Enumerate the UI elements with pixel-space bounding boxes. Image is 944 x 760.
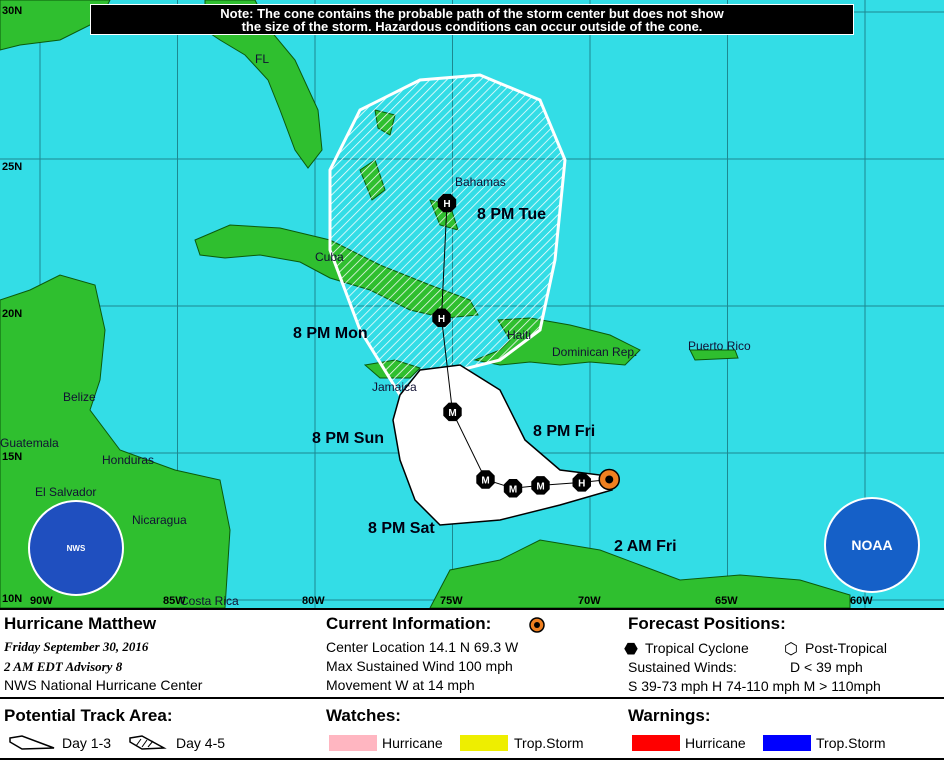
wind-d: D < 39 mph xyxy=(790,659,863,675)
forecast-point-M: M xyxy=(476,470,495,489)
svg-text:H: H xyxy=(438,314,445,325)
trop-storm-watch-label: Trop.Storm xyxy=(514,735,584,751)
place-label: FL xyxy=(255,52,270,66)
max-wind: Max Sustained Wind 100 mph xyxy=(326,658,513,674)
storm-name: Hurricane Matthew xyxy=(4,614,157,633)
watches-title: Watches: xyxy=(326,706,401,725)
track-label-sun: 8 PM Sun xyxy=(312,430,385,447)
place-label: Puerto Rico xyxy=(688,339,751,353)
land-puerto-rico xyxy=(689,349,739,361)
lon-label: 60W xyxy=(850,595,873,607)
lon-label: 90W xyxy=(30,595,53,607)
lon-label: 85W xyxy=(163,595,186,607)
place-label: Nicaragua xyxy=(132,513,187,527)
hurricane-warning-label: Hurricane xyxy=(685,735,746,751)
lon-label: 70W xyxy=(578,595,601,607)
land-us-gulf xyxy=(0,0,111,51)
place-label: Haiti xyxy=(507,328,532,342)
advisory-date: Friday September 30, 2016 xyxy=(4,639,149,654)
place-label: Belize xyxy=(63,390,96,404)
trop-storm-warning-swatch xyxy=(763,735,811,751)
track-label-fri: 8 PM Fri xyxy=(533,423,596,440)
hurricane-watch-label: Hurricane xyxy=(382,735,443,751)
post-tropical-icon: ⬡ xyxy=(784,641,798,658)
wind-shm: S 39-73 mph H 74-110 mph M > 110mph xyxy=(628,678,881,694)
forecast-point-H: H xyxy=(432,308,451,327)
sustained-winds-label: Sustained Winds: xyxy=(628,659,737,675)
forecast-point-M: M xyxy=(443,402,462,422)
forecast-point-M: M xyxy=(531,476,550,495)
svg-text:H: H xyxy=(578,478,585,489)
current-position-marker xyxy=(598,468,620,491)
legend-bottom-border xyxy=(0,758,944,760)
tropical-cyclone-icon: ⬣ xyxy=(624,641,638,658)
legend-divider xyxy=(0,697,944,699)
lat-label: 30N xyxy=(2,5,23,17)
place-label: Guatemala xyxy=(0,436,59,450)
track-label-mon: 8 PM Mon xyxy=(293,325,368,342)
center-location: Center Location 14.1 N 69.3 W xyxy=(326,639,519,655)
nws-logo: NWS xyxy=(28,500,124,596)
svg-text:M: M xyxy=(509,484,517,495)
day1-3-label: Day 1-3 xyxy=(62,735,112,751)
cone-note: Note: The cone contains the probable pat… xyxy=(90,4,854,35)
hurricane-watch-swatch xyxy=(329,735,377,751)
post-tropical-label: Post-Tropical xyxy=(805,640,887,656)
day1-3-cone-icon xyxy=(9,735,55,750)
forecast-point-H: H xyxy=(572,473,591,492)
place-label: Jamaica xyxy=(372,380,417,394)
lon-label: 65W xyxy=(715,595,738,607)
noaa-logo: NOAA xyxy=(824,497,920,593)
svg-text:H: H xyxy=(443,199,450,210)
lat-label: 10N xyxy=(2,593,23,605)
land-florida xyxy=(204,0,323,169)
trop-storm-watch-swatch xyxy=(460,735,508,751)
track-label-tue: 8 PM Tue xyxy=(477,206,547,223)
track-label-sat: 8 PM Sat xyxy=(368,520,435,537)
tropical-cyclone-label: Tropical Cyclone xyxy=(645,640,749,656)
place-label: El Salvador xyxy=(35,485,97,499)
place-label: Cuba xyxy=(315,250,344,264)
warnings-title: Warnings: xyxy=(628,706,711,725)
svg-text:M: M xyxy=(481,475,489,486)
track-area-title: Potential Track Area: xyxy=(4,706,173,725)
svg-text:M: M xyxy=(536,481,544,492)
place-label: Dominican Rep. xyxy=(552,345,638,359)
svg-text:M: M xyxy=(448,408,456,419)
lat-label: 15N xyxy=(2,451,23,463)
place-label: Honduras xyxy=(102,453,155,467)
issuing-center: NWS National Hurricane Center xyxy=(4,677,203,693)
legend-panel: Hurricane Matthew Friday September 30, 2… xyxy=(0,608,944,760)
day4-5-label: Day 4-5 xyxy=(176,735,226,751)
place-label: Bahamas xyxy=(455,175,506,189)
cone-day4-5 xyxy=(328,73,567,397)
lon-label: 75W xyxy=(440,595,463,607)
track-label-current: 2 AM Fri xyxy=(614,538,677,555)
lon-label: 80W xyxy=(302,595,325,607)
lat-label: 20N xyxy=(2,308,23,320)
land-south-america xyxy=(429,539,851,608)
forecast-title: Forecast Positions: xyxy=(628,614,786,633)
day4-5-cone-icon xyxy=(129,735,167,750)
current-info-title: Current Information: xyxy=(326,614,492,633)
lat-label: 25N xyxy=(2,161,23,173)
trop-storm-warning-label: Trop.Storm xyxy=(816,735,886,751)
hurricane-map: H M M M M H H Note: The cone contains the prob… xyxy=(0,0,944,608)
forecast-point-M: M xyxy=(503,479,523,498)
movement: Movement W at 14 mph xyxy=(326,677,475,693)
place-label: Costa Rica xyxy=(180,594,239,608)
forecast-point-H: H xyxy=(437,193,457,213)
cone-day1-3 xyxy=(392,364,613,526)
advisory-number: 2 AM EDT Advisory 8 xyxy=(4,659,123,674)
hurricane-warning-swatch xyxy=(632,735,680,751)
current-position-icon xyxy=(529,617,545,633)
